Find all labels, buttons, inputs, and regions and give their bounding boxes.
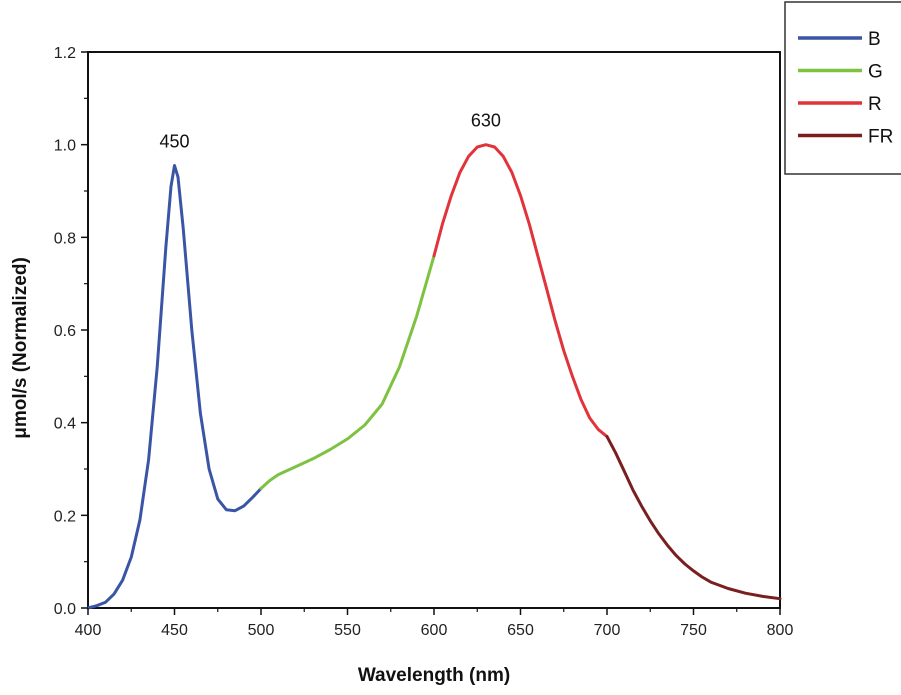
x-tick-label: 400: [75, 622, 102, 639]
peak-label: 630: [471, 111, 501, 131]
x-tick-label: 600: [421, 622, 448, 639]
legend-box: [784, 1, 901, 175]
series-line-fr: [605, 435, 782, 601]
annotations: 450 630: [159, 111, 500, 152]
y-tick-label: 0.8: [54, 230, 76, 247]
series-layer: [86, 143, 782, 610]
series-line-r: [432, 143, 609, 439]
legend-label: B: [868, 29, 881, 50]
x-axis-title: Wavelength (nm): [358, 665, 510, 686]
y-axis-title: μmol/s (Normalized): [10, 257, 31, 439]
legend-label: R: [868, 94, 882, 115]
series-line-b: [86, 164, 263, 610]
series-line-g: [259, 254, 436, 490]
y-tick-label: 0.0: [54, 601, 76, 618]
x-tick-label: 750: [680, 622, 707, 639]
y-tick-label: 1.0: [54, 138, 76, 155]
ticks-layer: 400 450 500 550 600 650 700 750 800 0.0 0.2 0.4 0.6 0…: [54, 45, 794, 639]
peak-label: 450: [159, 132, 189, 152]
x-tick-label: 550: [334, 622, 361, 639]
x-tick-label: 700: [594, 622, 621, 639]
legend: BGR FR: [784, 1, 901, 175]
legend-label: FR: [868, 127, 893, 148]
x-tick-label: 500: [248, 622, 275, 639]
x-tick-label: 650: [507, 622, 534, 639]
x-tick-label: 800: [767, 622, 794, 639]
y-tick-label: 0.6: [54, 323, 76, 340]
y-tick-label: 0.4: [54, 416, 76, 433]
y-tick-label: 1.2: [54, 45, 76, 62]
x-tick-label: 450: [161, 622, 188, 639]
y-tick-label: 0.2: [54, 508, 76, 525]
legend-label: G: [868, 62, 883, 83]
